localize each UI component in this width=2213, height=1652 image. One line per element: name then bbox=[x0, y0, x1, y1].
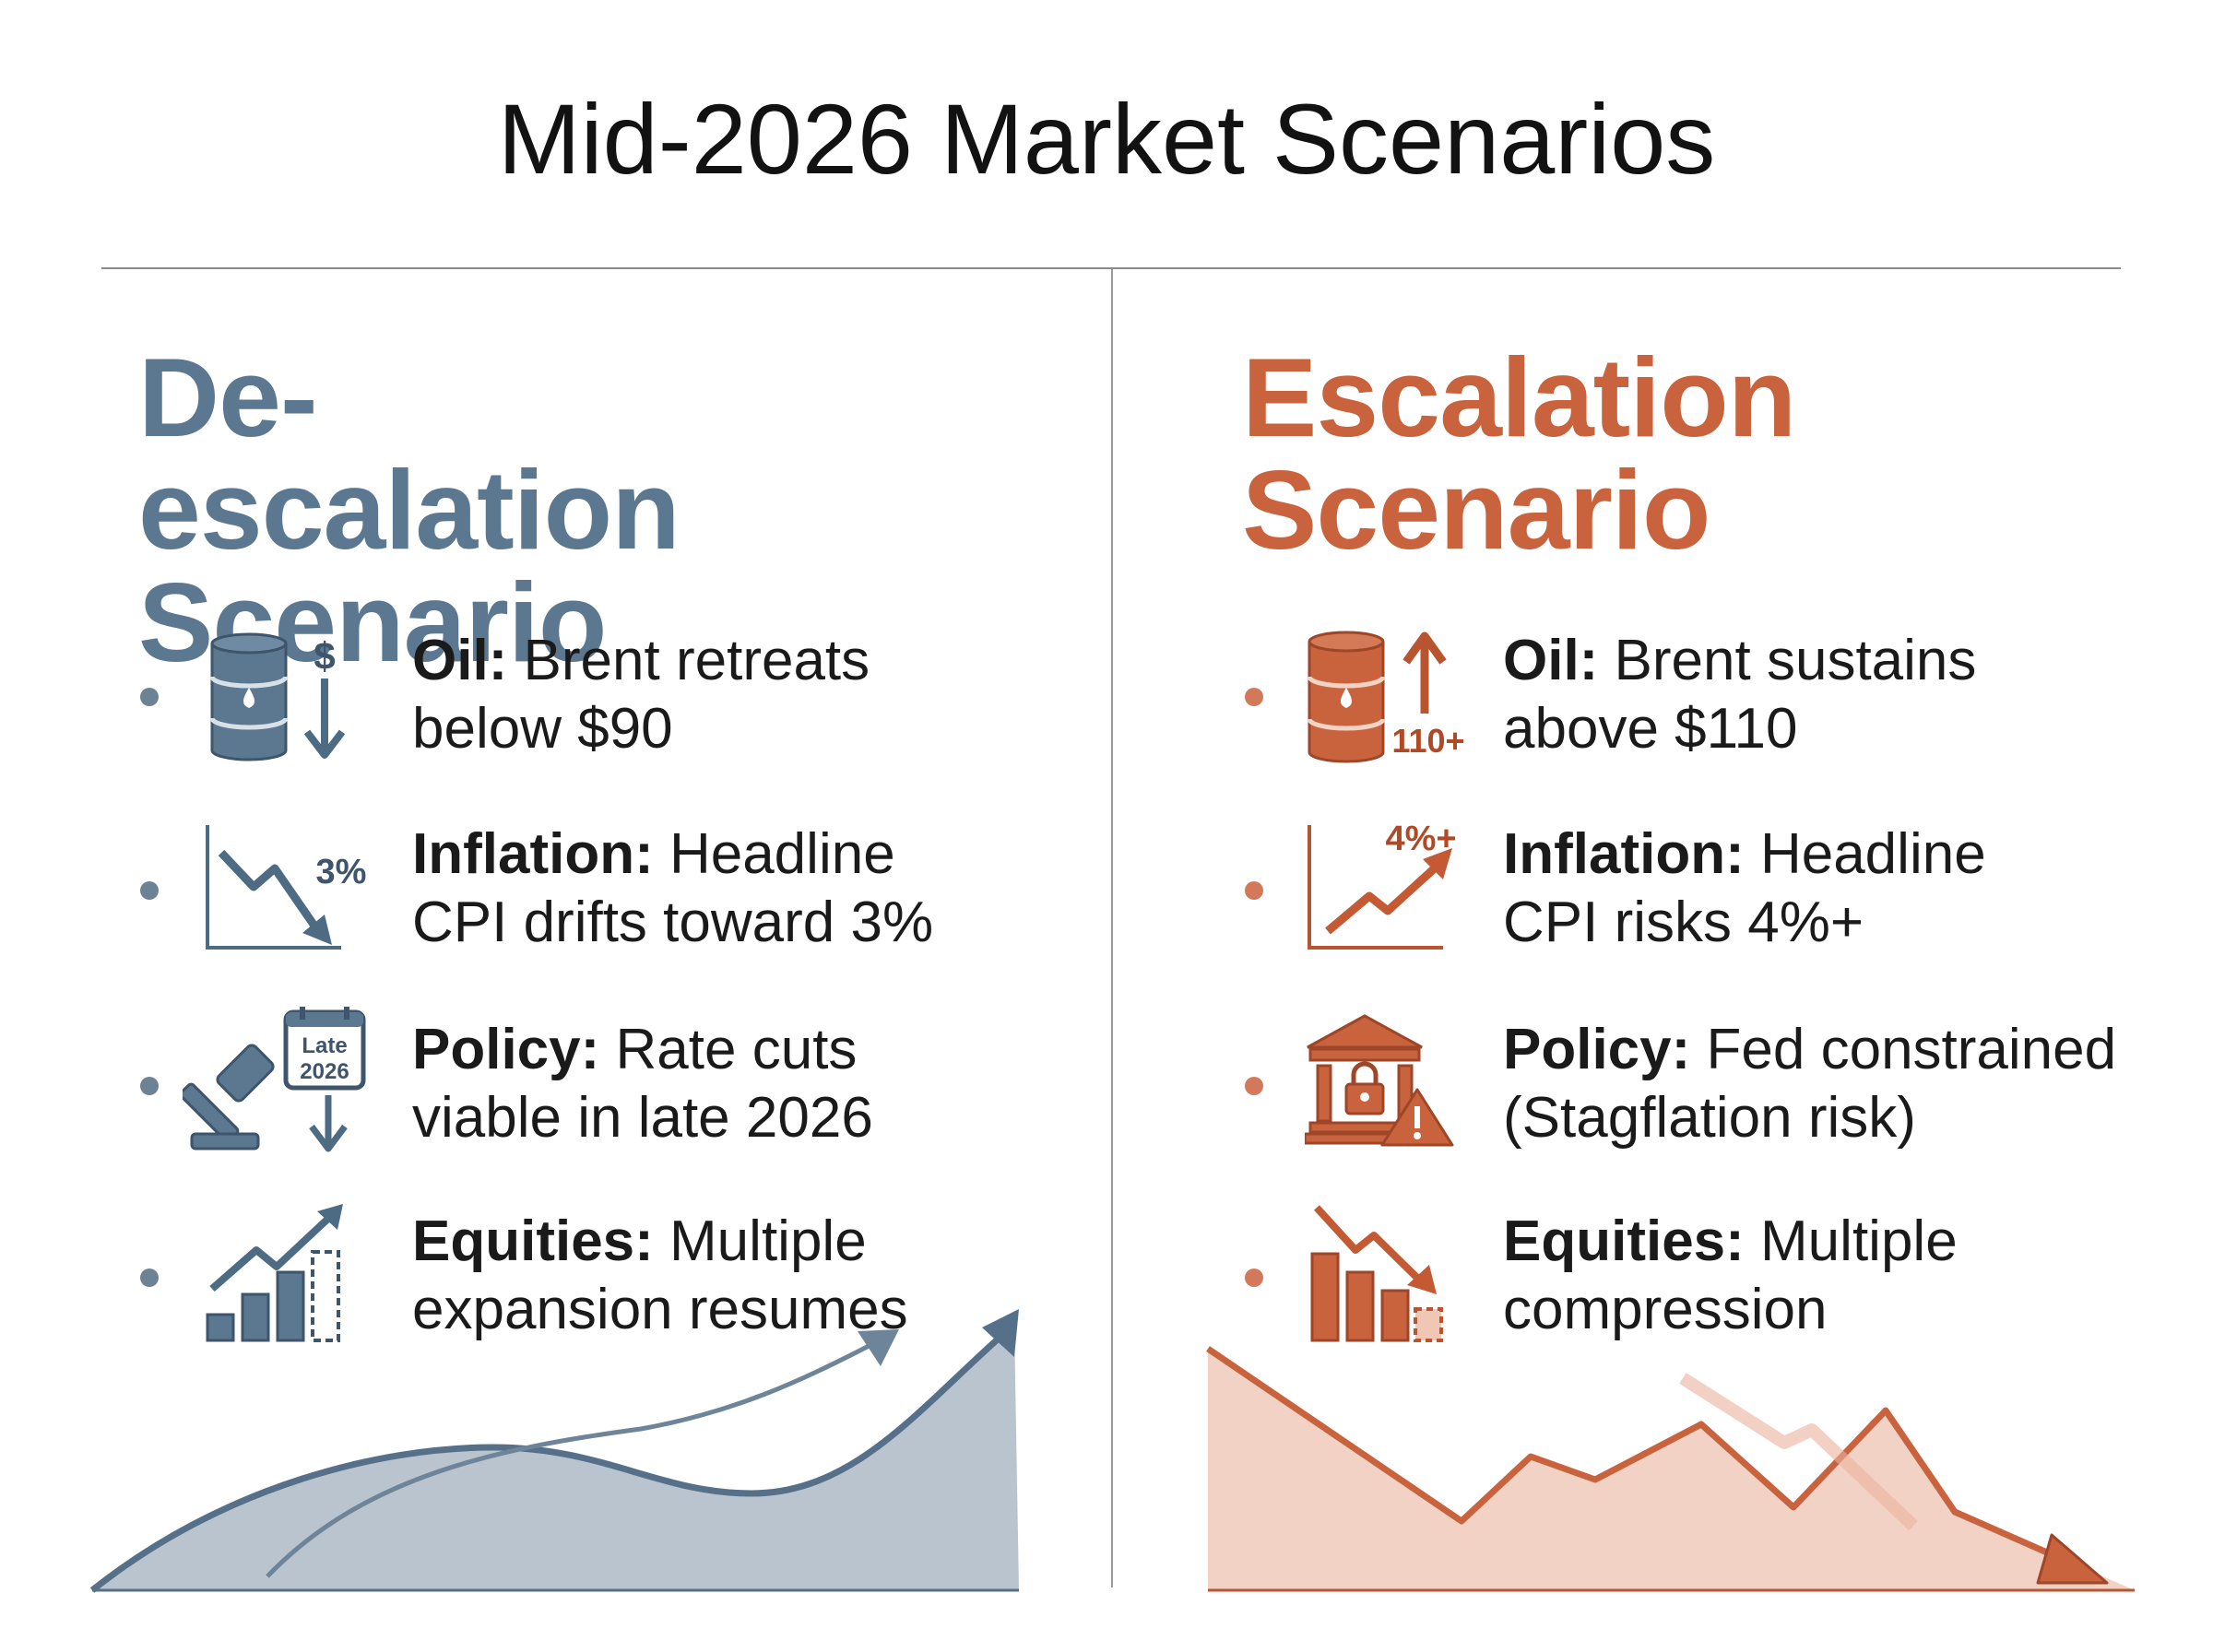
header-divider bbox=[101, 267, 2121, 269]
item-label: Policy: bbox=[1503, 1018, 1691, 1081]
rising-area-graphic bbox=[89, 1309, 1019, 1593]
bullet bbox=[140, 1077, 159, 1095]
item-line-2: (Stagflation risk) bbox=[1503, 1086, 1916, 1150]
badge-line-1: Late bbox=[302, 1033, 347, 1058]
item-line-2: above $110 bbox=[1503, 697, 1798, 761]
oil-barrel-price-down-icon: $ bbox=[209, 632, 346, 761]
bullet bbox=[1245, 1077, 1263, 1095]
item-label: Equities: bbox=[1503, 1210, 1745, 1273]
oil-barrel-price-up-icon: 110+ bbox=[1307, 631, 1465, 763]
item-line-1: Brent retreats bbox=[507, 629, 870, 692]
item-line-2: expansion resumes bbox=[412, 1278, 908, 1341]
badge-text: 3% bbox=[316, 853, 367, 891]
bank-lock-warning-icon bbox=[1305, 1014, 1454, 1147]
bullet bbox=[140, 688, 159, 706]
bar-chart-falling-icon bbox=[1310, 1205, 1443, 1342]
item-label: Inflation: bbox=[1503, 822, 1745, 886]
badge-text: 110+ bbox=[1391, 722, 1464, 760]
falling-area-graphic bbox=[1206, 1346, 2135, 1592]
item-label: Policy: bbox=[412, 1018, 600, 1081]
item-line-1: Brent sustains bbox=[1598, 629, 1977, 692]
list-item-equities: Equities: Multiple expansion resumes bbox=[0, 1198, 1106, 1364]
badge-text: $ bbox=[314, 634, 335, 678]
equities-text: Equities: Multiple compression bbox=[1503, 1208, 1958, 1344]
inflation-text: Inflation: Headline CPI drifts toward 3% bbox=[412, 820, 933, 957]
item-line-1: Multiple bbox=[1744, 1210, 1958, 1273]
list-item-oil: 110+ Oil: Brent sustains above $110 bbox=[1106, 618, 2213, 784]
page-title: Mid-2026 Market Scenarios bbox=[497, 83, 1716, 195]
bar-chart-rising-icon bbox=[206, 1204, 343, 1342]
list-item-inflation: 4%+ Inflation: Headline CPI risks 4%+ bbox=[1106, 811, 2213, 977]
gavel-calendar-icon: Late 2026 bbox=[183, 1007, 366, 1152]
item-line-2: compression bbox=[1503, 1278, 1828, 1341]
oil-text: Oil: Brent sustains above $110 bbox=[1503, 627, 1976, 763]
item-line-1: Fed constrained bbox=[1690, 1018, 2117, 1081]
item-line-1: Rate cuts bbox=[599, 1018, 858, 1081]
bullet bbox=[140, 881, 159, 900]
bullet bbox=[140, 1268, 159, 1287]
bullet bbox=[1245, 688, 1263, 706]
policy-text: Policy: Rate cuts viable in late 2026 bbox=[412, 1016, 873, 1152]
bullet bbox=[1245, 1268, 1263, 1287]
list-item-policy: Policy: Fed constrained (Stagflation ris… bbox=[1106, 1007, 2213, 1173]
chart-trend-down-icon: 3% bbox=[206, 825, 367, 950]
item-line-2: viable in late 2026 bbox=[412, 1086, 873, 1150]
column-divider bbox=[1111, 269, 1113, 1587]
escalation-heading: Escalation Scenario bbox=[1242, 335, 1796, 572]
item-line-2: CPI drifts toward 3% bbox=[412, 891, 934, 954]
item-label: Oil: bbox=[1503, 629, 1599, 692]
inflation-text: Inflation: Headline CPI risks 4%+ bbox=[1503, 820, 1986, 957]
de-escalation-heading: De-escalation Scenario bbox=[138, 341, 680, 678]
item-line-1: Headline bbox=[653, 822, 895, 886]
badge-line-2: 2026 bbox=[300, 1059, 349, 1084]
heading-line-2: Scenario bbox=[1242, 447, 1710, 572]
item-line-1: Headline bbox=[1744, 822, 1986, 886]
heading-line-1: De-escalation bbox=[138, 335, 680, 572]
item-label: Equities: bbox=[412, 1210, 654, 1273]
list-item-inflation: 3% Inflation: Headline CPI drifts toward… bbox=[0, 811, 1106, 977]
oil-text: Oil: Brent retreats below $90 bbox=[412, 627, 870, 763]
item-line-1: Multiple bbox=[653, 1210, 867, 1273]
policy-text: Policy: Fed constrained (Stagflation ris… bbox=[1503, 1016, 2116, 1152]
item-line-2: below $90 bbox=[412, 697, 673, 761]
item-label: Oil: bbox=[412, 629, 508, 692]
badge-text: 4%+ bbox=[1385, 820, 1456, 858]
item-label: Inflation: bbox=[412, 822, 654, 886]
bullet bbox=[1245, 881, 1263, 900]
item-line-2: CPI risks 4%+ bbox=[1503, 891, 1864, 954]
equities-text: Equities: Multiple expansion resumes bbox=[412, 1208, 908, 1344]
list-item-oil: $ Oil: Brent retreats below $90 bbox=[0, 618, 1106, 784]
heading-line-1: Escalation bbox=[1242, 335, 1796, 460]
list-item-equities: Equities: Multiple compression bbox=[1106, 1198, 2213, 1364]
list-item-policy: Late 2026 Policy: Rate cuts viable in la… bbox=[0, 1007, 1106, 1173]
chart-trend-up-icon: 4%+ bbox=[1308, 820, 1457, 950]
